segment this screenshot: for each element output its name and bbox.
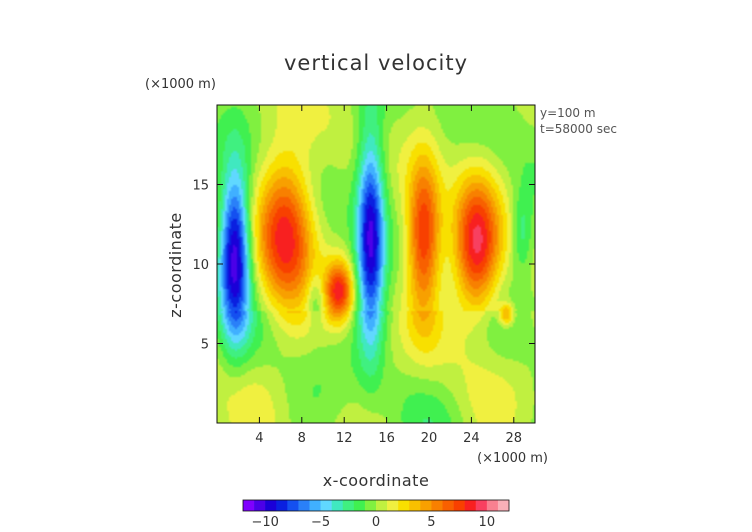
colorbar-swatch <box>398 500 410 511</box>
colorbar-tick-label: 10 <box>479 515 496 530</box>
x-axis-ticks: 4 8 12 16 20 24 28 <box>255 105 522 446</box>
colorbar-frame <box>242 499 510 512</box>
colorbar-swatch <box>243 500 255 511</box>
chart-title: vertical velocity <box>284 51 468 75</box>
colorbar-swatch <box>497 500 510 511</box>
y-tick-label: 10 <box>192 258 209 273</box>
colorbar-swatch <box>475 500 488 511</box>
colorbar <box>242 499 510 512</box>
colorbar-swatch <box>353 500 366 511</box>
colorbar-swatch <box>431 500 443 511</box>
y-tick-label: 5 <box>201 338 209 353</box>
colorbar-swatch <box>320 500 332 511</box>
colorbar-swatch <box>364 500 377 511</box>
colorbar-ticks: −10 −5 0 5 10 <box>251 515 495 530</box>
x-tick-label: 24 <box>463 431 480 446</box>
x-tick-label: 28 <box>506 431 523 446</box>
colorbar-tick-label: −10 <box>251 515 278 530</box>
colorbar-swatch <box>254 500 266 511</box>
x-tick-label: 16 <box>378 431 395 446</box>
y-tick-label: 15 <box>192 179 209 194</box>
colorbar-swatch <box>276 500 288 511</box>
heatmap-field <box>217 105 535 423</box>
y-unit-label: (×1000 m) <box>145 77 216 92</box>
x-tick-label: 20 <box>421 431 438 446</box>
colorbar-swatch <box>409 500 421 511</box>
colorbar-tick-label: −5 <box>311 515 330 530</box>
y-axis-ticks: 5 10 15 <box>192 179 535 353</box>
annotation-t: t=58000 sec <box>540 122 617 136</box>
colorbar-swatch <box>331 500 344 511</box>
colorbar-tick-label: 5 <box>427 515 435 530</box>
colorbar-swatch <box>486 500 499 511</box>
x-axis-label: x-coordinate <box>323 471 430 490</box>
colorbar-swatch <box>298 500 310 511</box>
x-unit-label: (×1000 m) <box>477 451 548 466</box>
colorbar-swatch <box>265 500 277 511</box>
y-axis-label: z-coordinate <box>166 212 185 318</box>
colorbar-tick-label: 0 <box>372 515 380 530</box>
colorbar-swatch <box>464 500 477 511</box>
colorbar-swatch <box>287 500 299 511</box>
colorbar-swatch <box>420 500 432 511</box>
colorbar-swatch <box>376 500 388 511</box>
x-tick-label: 12 <box>336 431 353 446</box>
colorbar-swatch <box>387 500 399 511</box>
colorbar-swatch <box>309 500 321 511</box>
plot-area: 4 8 12 16 20 24 28 5 10 15 <box>192 104 536 446</box>
x-tick-label: 8 <box>298 431 306 446</box>
x-tick-label: 4 <box>255 431 263 446</box>
annotation-y: y=100 m <box>540 106 596 120</box>
colorbar-swatch <box>453 500 465 511</box>
colorbar-swatch <box>442 500 454 511</box>
colorbar-swatch <box>342 500 355 511</box>
